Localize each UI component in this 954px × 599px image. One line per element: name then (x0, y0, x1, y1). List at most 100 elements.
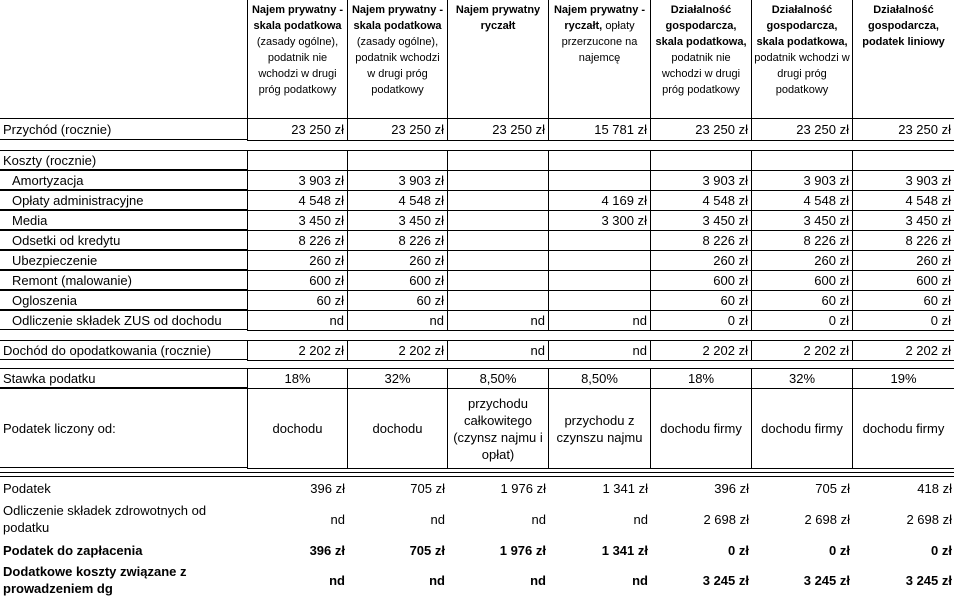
cell: 1 976 zł (499, 543, 546, 558)
cell: 0 zł (650, 310, 752, 331)
cell (548, 150, 651, 171)
row-label: Ubezpieczenie (0, 250, 247, 270)
header-bold: Działalność gospodarcza, skala podatkowa… (756, 4, 848, 48)
cell: 23 250 zł (751, 118, 853, 141)
cell (447, 290, 549, 311)
cell: 3 450 zł (347, 210, 448, 231)
header-text: Najem prywatny - skala podatkowa (zasady… (250, 2, 345, 98)
separator-line (0, 472, 954, 473)
cell: nd (429, 572, 445, 588)
row-label: Opłaty administracyjne (0, 190, 247, 210)
cell (447, 250, 549, 271)
header-normal: opłaty przerzucone na najemcę (561, 20, 638, 64)
cell: nd (329, 572, 345, 588)
cell: 3 903 zł (347, 170, 448, 191)
row-label: Ogloszenia (0, 290, 247, 310)
row-label: Dochód do opodatkowania (rocznie) (0, 340, 247, 360)
header-bold: Najem prywatny - skala podatkowa (351, 4, 444, 32)
cell: 0 zł (728, 543, 749, 558)
cell: 260 zł (852, 250, 954, 271)
cell: 4 548 zł (751, 190, 853, 211)
cell: 705 zł (409, 543, 445, 558)
cell: nd (530, 572, 546, 588)
header-normal: (zasady ogólne), podatnik wchodzi w drug… (355, 36, 440, 96)
cell: 3 450 zł (247, 210, 348, 231)
cell: nd (447, 310, 549, 331)
row-label: Odliczenie składek ZUS od dochodu (0, 310, 247, 330)
row-label: Odliczenie składek zdrowotnych od podatk… (3, 503, 207, 535)
cell: 60 zł (852, 290, 954, 311)
cell: 2 202 zł (347, 340, 448, 361)
cell (447, 270, 549, 291)
cell: 18% (650, 368, 752, 389)
header-bold: Najem prywatny - skala podatkowa (251, 4, 344, 32)
cell: 418 zł (917, 481, 952, 496)
header-bold: Działalność gospodarcza, skala podatkowa… (655, 4, 747, 48)
header-text: Działalność gospodarcza, skala podatkowa… (653, 2, 749, 98)
cell: 3 450 zł (751, 210, 853, 231)
cell (548, 170, 651, 191)
cell: 8 226 zł (347, 230, 448, 251)
cell: 3 245 zł (803, 572, 850, 588)
header-text: Najem prywatny ryczałt (450, 2, 546, 34)
cell: dochodu (247, 388, 348, 469)
cell: 2 698 zł (906, 512, 952, 527)
cell: 60 zł (347, 290, 448, 311)
column-header: Działalność gospodarcza, podatek liniowy (852, 0, 954, 119)
row-label: Stawka podatku (0, 368, 247, 388)
cell: 0 zł (931, 543, 952, 558)
header-normal: (zasady ogólne), podatnik nie wchodzi w … (256, 36, 339, 96)
row-label: Podatek (3, 480, 51, 496)
header-text: Działalność gospodarcza, podatek liniowy (855, 2, 952, 50)
cell: 19% (852, 368, 954, 389)
column-header: Najem prywatny - skala podatkowa (zasady… (347, 0, 448, 119)
cell: 2 202 zł (852, 340, 954, 361)
cell (447, 190, 549, 211)
row-label: Dodatkowe koszty związane z prowadzeniem… (3, 563, 187, 596)
cell: dochodu (347, 388, 448, 469)
cell (347, 150, 448, 171)
cell (650, 150, 752, 171)
cell: 60 zł (247, 290, 348, 311)
cell: 600 zł (852, 270, 954, 291)
cell: 18% (247, 368, 348, 389)
column-header: Najem prywatny ryczałt (447, 0, 549, 119)
cell: dochodu firmy (751, 388, 853, 469)
row-label: Przychód (rocznie) (0, 118, 247, 140)
cell: 3 450 zł (650, 210, 752, 231)
cell: 23 250 zł (347, 118, 448, 141)
column-header: Najem prywatny - ryczałt, opłaty przerzu… (548, 0, 651, 119)
header-text: Najem prywatny - ryczałt, opłaty przerzu… (551, 2, 648, 66)
cell: 3 903 zł (247, 170, 348, 191)
row-label: Remont (malowanie) (0, 270, 247, 290)
cell: 4 548 zł (650, 190, 752, 211)
cell: 32% (347, 368, 448, 389)
cell: nd (632, 572, 648, 588)
cell: 705 zł (410, 481, 445, 496)
cell: nd (430, 512, 445, 527)
cell: 260 zł (751, 250, 853, 271)
header-bold: Działalność gospodarcza, podatek liniowy (862, 4, 945, 48)
cell: 0 zł (829, 543, 850, 558)
cell: 2 698 zł (804, 512, 850, 527)
cell (247, 150, 348, 171)
header-text: Działalność gospodarcza, skala podatkowa… (754, 2, 850, 98)
row-label: Podatek liczony od: (0, 388, 247, 468)
cell: 600 zł (751, 270, 853, 291)
cell: 260 zł (650, 250, 752, 271)
cell: 1 341 zł (601, 543, 648, 558)
header-text: Najem prywatny - skala podatkowa (zasady… (350, 2, 445, 98)
cell: przychodu z czynszu najmu (548, 388, 651, 469)
cell: 8 226 zł (650, 230, 752, 251)
cell: 60 zł (650, 290, 752, 311)
cell: 2 202 zł (751, 340, 853, 361)
cell: 1 976 zł (500, 481, 546, 496)
cell (447, 210, 549, 231)
cell (751, 150, 853, 171)
cell: nd (247, 310, 348, 331)
cell: 23 250 zł (447, 118, 549, 141)
cell: 8 226 zł (751, 230, 853, 251)
cell: 3 450 zł (852, 210, 954, 231)
cell: 23 250 zł (852, 118, 954, 141)
